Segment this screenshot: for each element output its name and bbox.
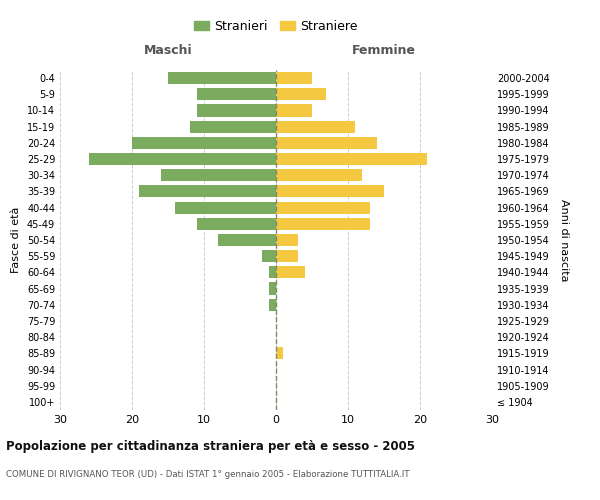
Bar <box>161 169 276 181</box>
Bar <box>197 104 276 117</box>
Bar <box>276 266 305 278</box>
Bar <box>276 120 355 132</box>
Bar <box>276 104 312 117</box>
Text: COMUNE DI RIVIGNANO TEOR (UD) - Dati ISTAT 1° gennaio 2005 - Elaborazione TUTTIT: COMUNE DI RIVIGNANO TEOR (UD) - Dati IST… <box>6 470 409 479</box>
Bar <box>276 72 312 84</box>
Bar <box>276 234 298 246</box>
Text: Maschi: Maschi <box>143 44 193 58</box>
Bar <box>276 250 298 262</box>
Bar <box>276 218 370 230</box>
Bar <box>175 202 276 213</box>
Bar <box>276 153 427 165</box>
Bar <box>218 234 276 246</box>
Legend: Stranieri, Straniere: Stranieri, Straniere <box>189 15 363 38</box>
Bar <box>276 348 283 360</box>
Bar <box>276 202 370 213</box>
Bar <box>132 137 276 149</box>
Bar <box>269 282 276 294</box>
Bar <box>89 153 276 165</box>
Bar <box>197 218 276 230</box>
Bar <box>269 266 276 278</box>
Text: Femmine: Femmine <box>352 44 416 58</box>
Bar <box>262 250 276 262</box>
Bar <box>168 72 276 84</box>
Text: Popolazione per cittadinanza straniera per età e sesso - 2005: Popolazione per cittadinanza straniera p… <box>6 440 415 453</box>
Y-axis label: Anni di nascita: Anni di nascita <box>559 198 569 281</box>
Bar <box>276 88 326 101</box>
Bar <box>276 137 377 149</box>
Bar <box>139 186 276 198</box>
Bar <box>269 298 276 311</box>
Bar <box>276 169 362 181</box>
Y-axis label: Fasce di età: Fasce di età <box>11 207 21 273</box>
Bar <box>197 88 276 101</box>
Bar <box>276 186 384 198</box>
Bar <box>190 120 276 132</box>
